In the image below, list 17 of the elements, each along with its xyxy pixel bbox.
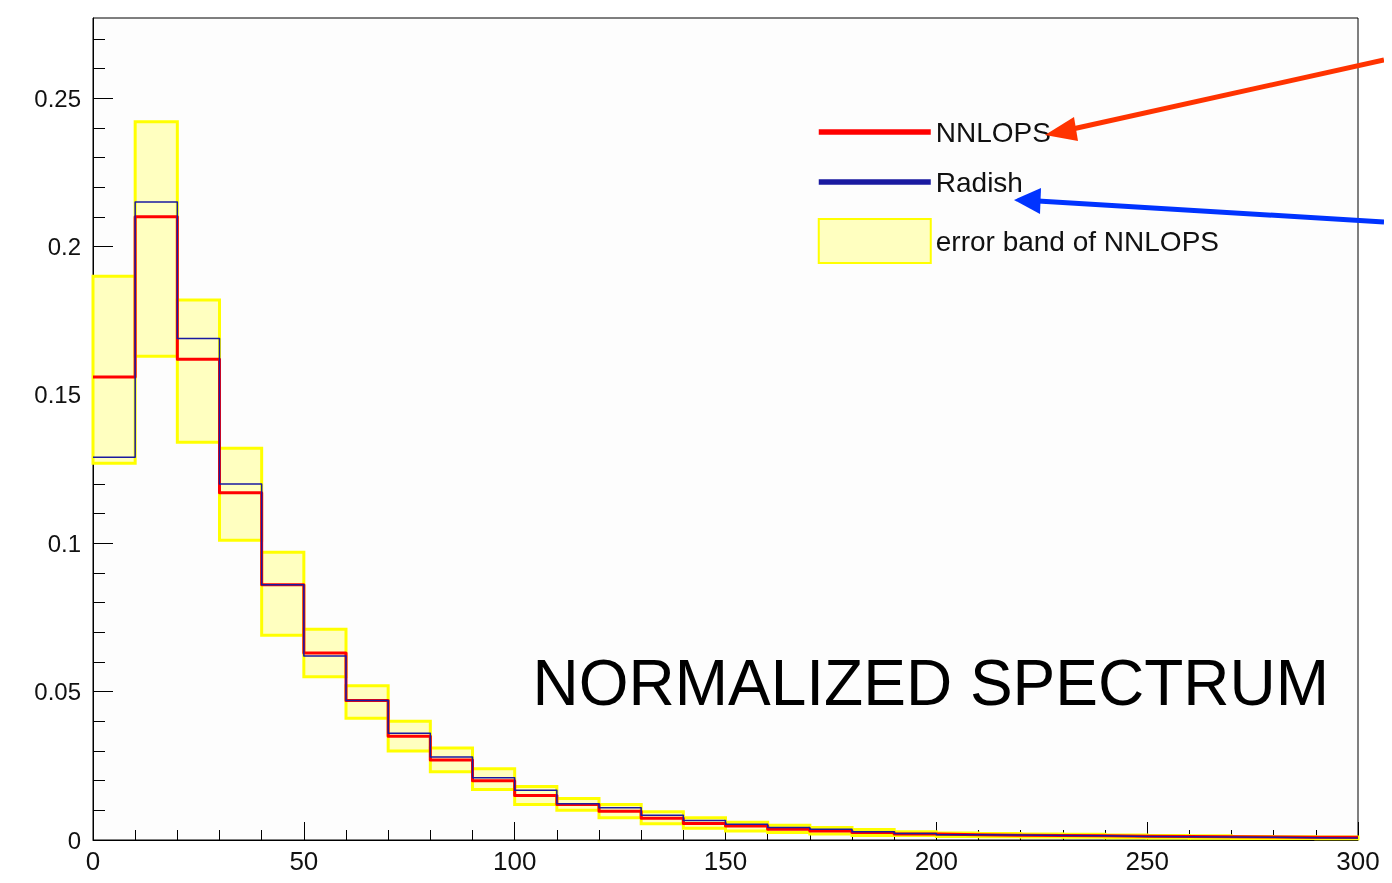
x-tick-label: 100 [492, 846, 537, 876]
legend-label: error band of NNLOPS [935, 225, 1220, 257]
x-tick-label: 0 [85, 846, 101, 876]
y-tick-label: 0.2 [47, 233, 81, 260]
y-tick-label: 0 [67, 826, 81, 854]
x-tick-label: 300 [1336, 846, 1380, 876]
y-tick-label: 0.05 [34, 678, 81, 706]
legend-label: NNLOPS [935, 116, 1051, 148]
x-tick-label: 150 [703, 846, 748, 876]
legend-label: Radish [935, 166, 1023, 198]
y-tick-label: 0.15 [34, 381, 81, 409]
x-tick-label: 250 [1125, 846, 1169, 876]
y-tick-label: 0.25 [34, 84, 81, 112]
x-tick-label: 50 [289, 846, 319, 876]
y-tick-label: 0.1 [47, 529, 81, 557]
annotation: NORMALIZED SPECTRUM [532, 647, 1329, 719]
x-tick-label: 200 [914, 846, 959, 876]
